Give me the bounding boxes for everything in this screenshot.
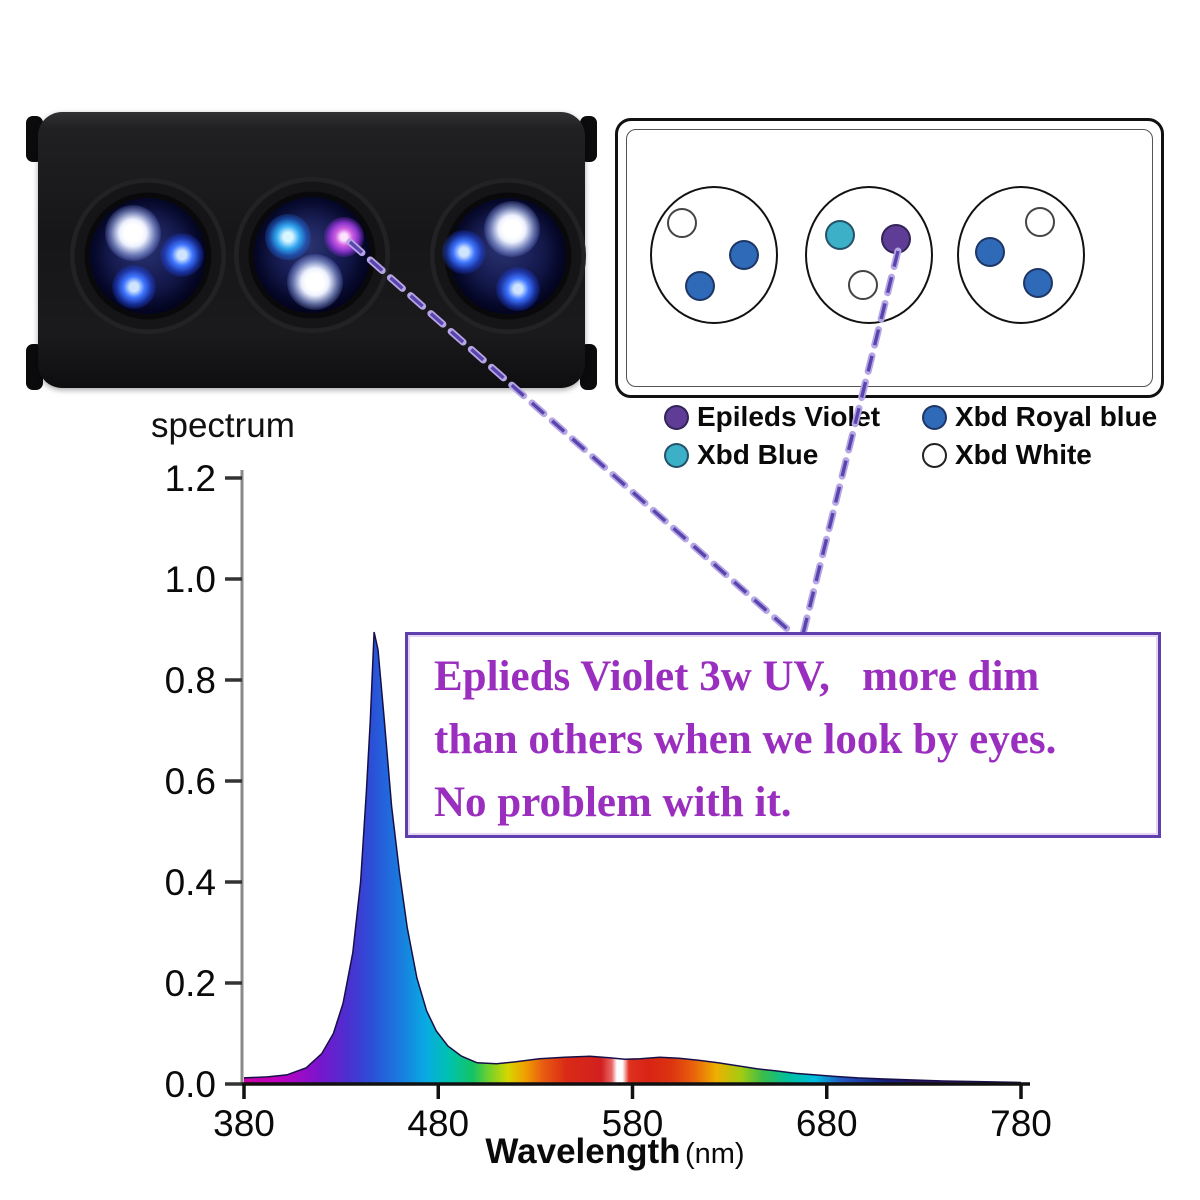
legend-item-xbd-blue: Xbd Blue — [664, 439, 819, 470]
annotation-callout-box: Eplieds Violet 3w UV, more dim than othe… — [405, 632, 1161, 838]
y-axis-tick-label: 1.0 — [165, 559, 216, 600]
spectrum-outline — [243, 631, 1022, 1084]
callout-dashed-line-photo-to-box — [348, 240, 795, 636]
led-white — [484, 201, 540, 257]
legend-dot-royal-blue — [922, 404, 947, 430]
x-axis-tick-label: 480 — [407, 1103, 469, 1144]
annotation-line: No problem with it. — [434, 779, 792, 826]
x-axis-tick-label: 680 — [796, 1103, 858, 1144]
led-royal-blue — [112, 265, 156, 309]
diagram-dot-white — [1025, 207, 1055, 237]
legend-dot-blue — [664, 442, 689, 468]
diagram-dot-royal-blue — [1023, 268, 1053, 298]
y-axis-tick-label: 0.2 — [165, 963, 216, 1004]
legend-dot-violet — [664, 404, 689, 430]
diagram-dot-royal-blue — [685, 271, 715, 301]
x-axis-tick-label: 380 — [213, 1103, 275, 1144]
diagram-dot-royal-blue — [975, 237, 1005, 267]
diagram-dot-royal-blue — [729, 240, 759, 270]
led-blue — [265, 214, 311, 260]
y-axis-tick-label: 0.6 — [165, 761, 216, 802]
diagram-cluster — [957, 186, 1085, 324]
legend-item-epileds-violet: Epileds Violet — [664, 401, 881, 432]
legend-label: Xbd White — [955, 439, 1092, 470]
x-axis-tick-label: 580 — [602, 1103, 664, 1144]
led-royal-blue — [160, 233, 204, 277]
legend-label: Xbd Blue — [697, 439, 819, 470]
led-layout-diagram — [615, 118, 1164, 398]
legend-label: Xbd Royal blue — [955, 401, 1158, 432]
diagram-dot-white — [848, 270, 878, 300]
diagram-dot-white — [667, 208, 697, 238]
legend-item-xbd-white: Xbd White — [922, 439, 1092, 470]
diagram-dot-blue — [825, 220, 855, 250]
led-white — [105, 205, 161, 261]
y-axis-tick-label: 1.2 — [165, 458, 216, 499]
diagram-cluster — [805, 186, 933, 324]
y-axis-tick-label: 0.8 — [165, 660, 216, 701]
x-axis-label: Wavelength (nm) — [415, 1132, 815, 1172]
y-axis-tick-label: 0.0 — [165, 1064, 216, 1105]
led-royal-blue — [442, 230, 486, 274]
x-axis-label-unit: (nm) — [684, 1138, 745, 1170]
legend-item-xbd-royal-blue: Xbd Royal blue — [922, 401, 1158, 432]
spectrum-chart: 0.0 0.2 0.4 0.6 0.8 1.0 1.2 380 480 580 680 780 — [165, 458, 1052, 1144]
callout-dashed-line-diagram-to-box — [801, 250, 900, 635]
x-axis-tick-label: 780 — [990, 1103, 1052, 1144]
legend-dot-white — [922, 442, 947, 468]
callout-lines — [346, 238, 902, 638]
legend-label: Epileds Violet — [697, 401, 881, 432]
led-royal-blue — [496, 267, 540, 311]
diagram-cluster — [650, 186, 778, 324]
chart-title: spectrum — [151, 406, 295, 445]
annotation-line: than others when we look by eyes. — [434, 716, 1057, 763]
x-axis-label-main: Wavelength — [485, 1132, 681, 1171]
led-white — [287, 254, 343, 310]
y-axis-tick-label: 0.4 — [165, 862, 216, 903]
diagram-inner-frame — [626, 129, 1153, 387]
annotation-line: Eplieds Violet 3w UV, more dim — [434, 653, 1040, 700]
